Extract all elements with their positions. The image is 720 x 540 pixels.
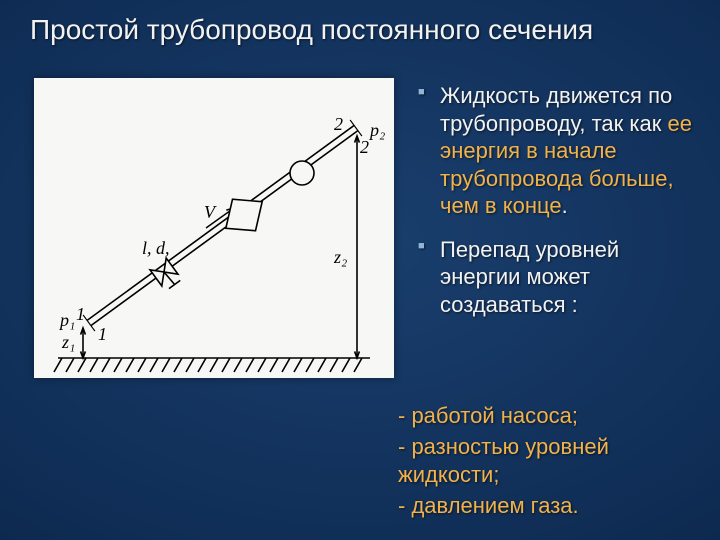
sub-list-item: - разностью уровней жидкости; (398, 433, 698, 490)
sub-list-item: - работой насоса; (398, 402, 698, 431)
svg-text:l, d,: l, d, (142, 238, 170, 258)
sub-list: - работой насоса;- разностью уровней жид… (398, 402, 698, 522)
bullet-text: . (562, 193, 568, 218)
slide-title: Простой трубопровод постоянного сечения (30, 14, 690, 46)
svg-text:V: V (204, 202, 217, 222)
sub-list-item: - давлением газа. (398, 492, 698, 521)
diagram-container: p₁11z₁l, d,V22p₂z₂ (34, 78, 394, 378)
svg-text:p₁: p₁ (58, 310, 75, 330)
slide: Простой трубопровод постоянного сечения … (0, 0, 720, 540)
svg-text:1: 1 (76, 304, 85, 324)
bullet-text: Жидкость движется по трубопроводу, так к… (440, 83, 672, 136)
bullet-text: Перепад уровней энергии может создаватьс… (440, 237, 619, 317)
svg-text:z₁: z₁ (61, 332, 75, 352)
bullet-list: Жидкость движется по трубопроводу, так к… (418, 82, 700, 334)
svg-text:2: 2 (360, 137, 369, 157)
svg-text:2: 2 (334, 114, 343, 134)
svg-text:1: 1 (98, 324, 107, 344)
bullet-item: Перепад уровней энергии может создаватьс… (418, 236, 700, 319)
svg-text:p₂: p₂ (368, 120, 385, 140)
pipeline-diagram: p₁11z₁l, d,V22p₂z₂ (34, 78, 394, 378)
svg-text:z₂: z₂ (333, 247, 347, 267)
bullet-item: Жидкость движется по трубопроводу, так к… (418, 82, 700, 220)
